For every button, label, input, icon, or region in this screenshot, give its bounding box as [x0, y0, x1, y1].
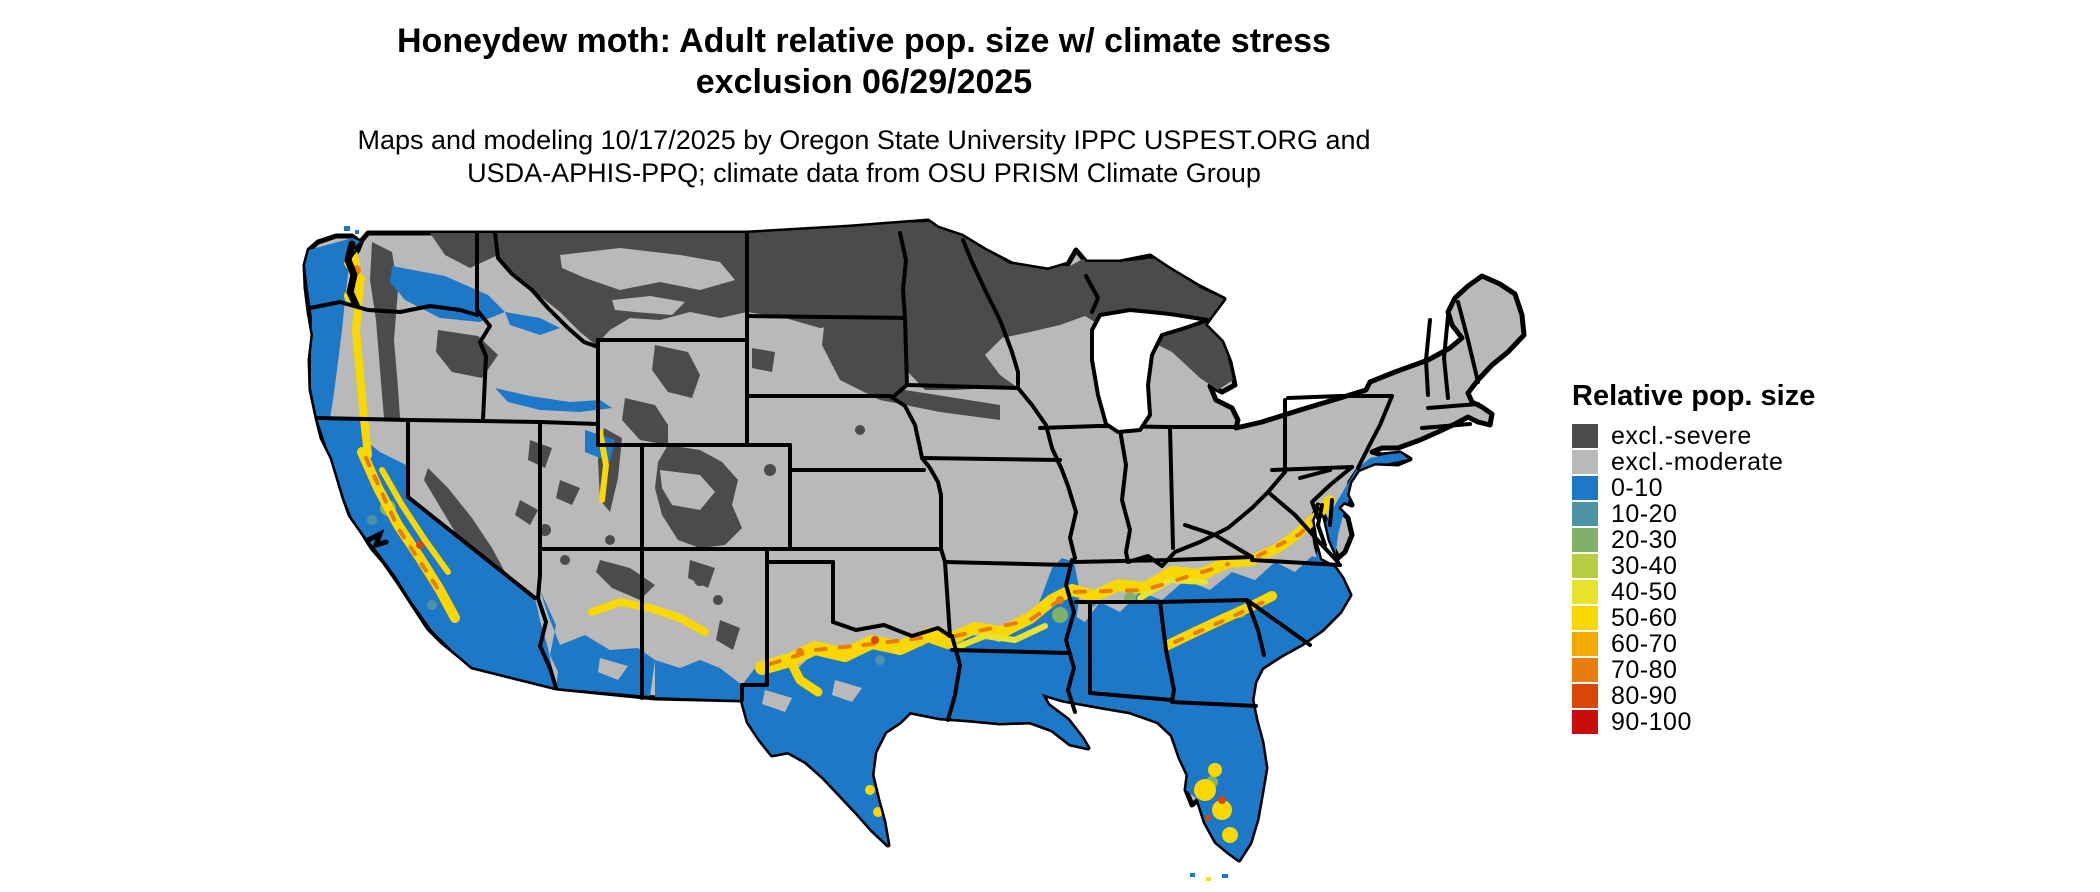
- legend-label: 40-50: [1611, 577, 1678, 606]
- lake-michigan: [1090, 308, 1210, 434]
- legend-swatch: [1572, 424, 1598, 448]
- legend-label: 30-40: [1611, 551, 1678, 580]
- map-subtitle-line1: Maps and modeling 10/17/2025 by Oregon S…: [357, 125, 1371, 155]
- legend-row: 40-50: [1572, 577, 1815, 606]
- legend-swatch: [1572, 606, 1598, 630]
- offshore-specks: [344, 226, 1228, 881]
- map-subtitle: Maps and modeling 10/17/2025 by Oregon S…: [0, 120, 1728, 188]
- legend-row: 60-70: [1572, 629, 1815, 658]
- legend-row: 50-60: [1572, 603, 1815, 632]
- legend-swatch: [1572, 580, 1598, 604]
- water-squiggles: [344, 240, 1334, 549]
- legend-label: 60-70: [1611, 629, 1678, 658]
- legend-row: 80-90: [1572, 681, 1815, 710]
- legend-row: excl.-severe: [1572, 421, 1815, 450]
- legend-swatch: [1572, 684, 1598, 708]
- legend-row: 70-80: [1572, 655, 1815, 684]
- legend-items: excl.-severe excl.-moderate 0-10 10-20 2…: [1572, 421, 1815, 736]
- map-title-line1: Honeydew moth: Adult relative pop. size …: [397, 22, 1331, 60]
- legend-label: excl.-severe: [1611, 421, 1752, 450]
- legend-row: 20-30: [1572, 525, 1815, 554]
- legend-swatch: [1572, 658, 1598, 682]
- legend-swatch: [1572, 632, 1598, 656]
- legend-swatch: [1572, 528, 1598, 552]
- zone-excl-moderate-patches: [560, 248, 735, 510]
- legend-label: 10-20: [1611, 499, 1678, 528]
- legend-row: 0-10: [1572, 473, 1815, 502]
- legend-row: excl.-moderate: [1572, 447, 1815, 476]
- legend-swatch: [1572, 554, 1598, 578]
- legend-label: 90-100: [1611, 707, 1692, 736]
- raster-layers: [305, 222, 1408, 860]
- map-title: Honeydew moth: Adult relative pop. size …: [0, 16, 1728, 101]
- legend-row: 30-40: [1572, 551, 1815, 580]
- map-title-line2: exclusion 06/29/2025: [695, 63, 1033, 101]
- moderate-islands-south: [360, 420, 985, 712]
- legend-label: 20-30: [1611, 525, 1678, 554]
- legend-swatch: [1572, 502, 1598, 526]
- legend-swatch: [1572, 476, 1598, 500]
- legend-label: 50-60: [1611, 603, 1678, 632]
- legend-row: 90-100: [1572, 707, 1815, 736]
- legend-swatch: [1572, 710, 1598, 734]
- legend-label: 0-10: [1611, 473, 1664, 502]
- legend-label: excl.-moderate: [1611, 447, 1784, 476]
- legend-label: 80-90: [1611, 681, 1678, 710]
- map-subtitle-line2: USDA-APHIS-PPQ; climate data from OSU PR…: [467, 158, 1261, 188]
- state-borders: [308, 231, 1480, 722]
- legend-row: 10-20: [1572, 499, 1815, 528]
- legend-label: 70-80: [1611, 655, 1678, 684]
- legend-title: Relative pop. size: [1572, 380, 1816, 412]
- legend: Relative pop. size excl.-severe excl.-mo…: [1572, 380, 1816, 736]
- legend-swatch: [1572, 450, 1598, 474]
